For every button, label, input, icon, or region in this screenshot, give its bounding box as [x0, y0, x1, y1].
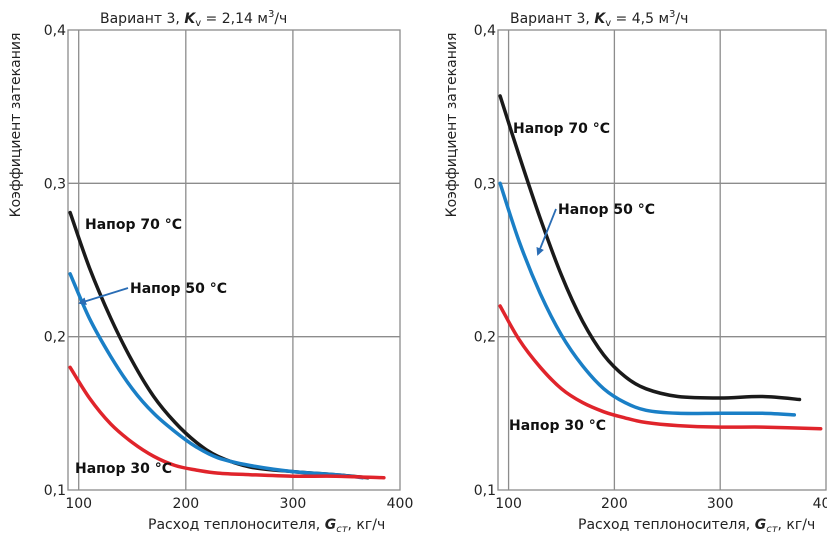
series-annotation-3: Напор 30 °C [509, 418, 606, 434]
y-tick-label: 0,3 [474, 176, 496, 192]
y-tick-label: 0,4 [44, 23, 66, 39]
y-tick-label: 0,2 [474, 330, 496, 346]
y-tick-label: 0,3 [44, 176, 66, 192]
y-axis-label: Коэффициент затекания [8, 33, 24, 218]
y-tick-label: 0,1 [44, 483, 66, 499]
series-line-2 [68, 272, 365, 480]
series-annotation-3: Напор 30 °C [75, 461, 172, 477]
x-tick-label: 400 [813, 496, 827, 512]
series-annotation-1: Напор 70 °C [85, 217, 182, 233]
chart-title: Вариант 3, Kv = 4,5 м3/ч [510, 9, 688, 29]
series-line-2 [498, 181, 797, 417]
series-line-3 [68, 365, 386, 480]
x-tick-label: 200 [172, 496, 199, 512]
chart-panel-2: 100 200 300 400 0,1 0,2 0,3 0,4 Вариант 3, Kv = … [444, 9, 827, 535]
x-axis-label: Расход теплоносителя, Gст, кг/ч [578, 517, 815, 535]
series-annotation-2: Напор 50 °C [558, 202, 655, 218]
plot-frame [497, 29, 827, 491]
y-tick-label: 0,4 [474, 23, 496, 39]
x-tick-label: 300 [280, 496, 307, 512]
y-tick-label: 0,2 [44, 330, 66, 346]
y-tick-label: 0,1 [474, 483, 496, 499]
x-tick-label: 100 [65, 496, 92, 512]
series-line-1 [68, 210, 370, 480]
y-axis-label: Коэффициент затекания [444, 33, 460, 218]
annotation-arrow [78, 287, 129, 306]
series-line-1 [498, 94, 802, 402]
series-line-3 [498, 304, 823, 431]
x-tick-label: 400 [387, 496, 414, 512]
chart-panel-1: 100 200 300 400 0,1 0,2 0,3 0,4 Вариант 3, Kv = … [8, 9, 413, 535]
series-annotation-2: Напор 50 °C [130, 281, 227, 297]
plot-frame [67, 29, 401, 491]
x-tick-label: 200 [601, 496, 628, 512]
x-axis-label: Расход теплоносителя, Gст, кг/ч [148, 517, 385, 535]
annotation-arrow [536, 208, 557, 256]
x-tick-label: 100 [495, 496, 522, 512]
chart-title: Вариант 3, Kv = 2,14 м3/ч [100, 9, 287, 29]
x-tick-label: 300 [707, 496, 734, 512]
series-annotation-1: Напор 70 °C [513, 121, 610, 137]
